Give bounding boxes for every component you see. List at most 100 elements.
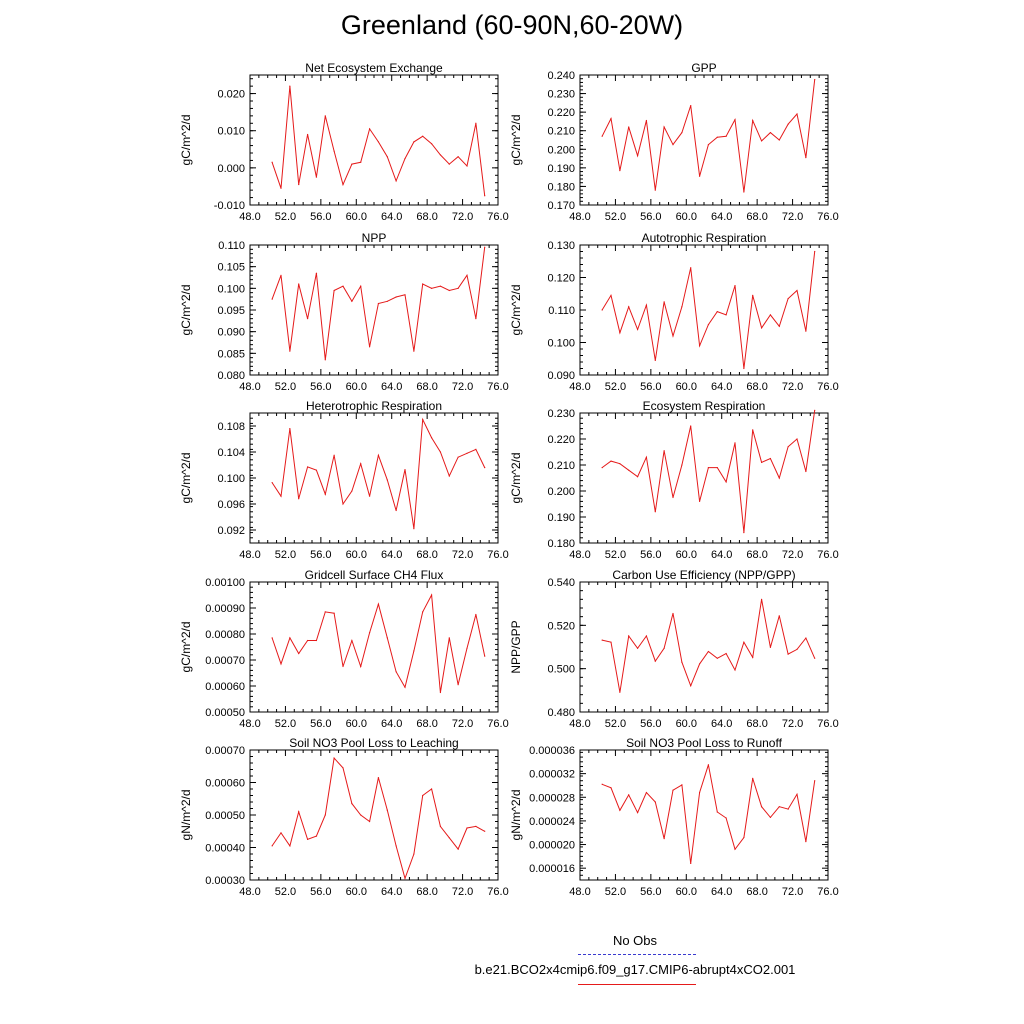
y-tick-label: 0.105 (217, 262, 245, 274)
x-tick-label: 72.0 (782, 211, 803, 223)
x-tick-label: 56.0 (310, 886, 331, 898)
panel-title: NPP (362, 231, 387, 245)
data-point (342, 503, 344, 505)
data-point (787, 298, 789, 300)
data-point (298, 183, 300, 186)
y-tick-label: 0.095 (217, 305, 245, 317)
x-tick-label: 52.0 (605, 211, 626, 223)
data-point (787, 123, 789, 125)
x-tick-label: 60.0 (676, 549, 697, 561)
x-tick-label: 64.0 (381, 886, 402, 898)
y-tick-label: 0.00060 (205, 681, 245, 693)
data-point (698, 500, 701, 502)
x-tick-label: 60.0 (346, 886, 367, 898)
data-point (698, 345, 701, 347)
data-point (601, 783, 603, 785)
data-point (690, 105, 692, 107)
y-tick-label: 0.108 (217, 421, 245, 433)
data-point (769, 816, 772, 818)
x-tick-label: 64.0 (711, 381, 732, 393)
data-point (628, 126, 630, 128)
data-point (466, 165, 468, 167)
data-point (787, 653, 789, 655)
data-point (628, 306, 630, 308)
y-tick-label: 0.110 (218, 240, 245, 252)
data-point (628, 794, 630, 796)
data-point (769, 314, 772, 316)
y-tick-label: 0.540 (547, 577, 575, 589)
data-point (484, 830, 486, 832)
data-point (280, 187, 282, 189)
data-point (368, 495, 371, 497)
data-point (716, 657, 718, 659)
data-point (342, 183, 344, 186)
data-point (716, 136, 718, 138)
data-point (681, 306, 683, 308)
data-point (422, 418, 424, 421)
data-point (271, 637, 273, 639)
x-tick-label: 60.0 (676, 718, 697, 730)
chart-panel: Carbon Use Efficiency (NPP/GPP) NPP/GPP 48… (509, 568, 839, 730)
data-point (404, 468, 406, 471)
x-tick-label: 72.0 (782, 549, 803, 561)
y-axis-label: gC/m^2/d (179, 622, 193, 673)
data-point (681, 464, 683, 466)
y-tick-label: 0.000020 (529, 840, 575, 852)
data-point (377, 603, 380, 605)
data-point (315, 639, 318, 642)
data-point (404, 877, 406, 879)
x-tick-label: 64.0 (711, 211, 732, 223)
data-point (475, 613, 477, 616)
data-point (439, 285, 442, 287)
legend-case-line (578, 984, 696, 985)
y-tick-label: 0.220 (547, 434, 575, 446)
data-point (743, 367, 745, 370)
x-tick-label: 56.0 (640, 211, 661, 223)
data-point (333, 612, 335, 614)
data-point (315, 835, 318, 837)
data-point (672, 789, 674, 791)
data-point (796, 438, 798, 440)
data-point (457, 456, 459, 458)
data-point (619, 691, 621, 693)
x-tick-label: 52.0 (605, 549, 626, 561)
data-point (298, 811, 300, 813)
data-point (395, 180, 397, 182)
x-tick-label: 60.0 (346, 211, 367, 223)
y-axis-label: gC/m^2/d (179, 285, 193, 336)
data-point (601, 309, 603, 311)
data-point (734, 118, 736, 121)
data-point (663, 838, 665, 840)
y-tick-label: 0.000016 (529, 863, 575, 875)
y-tick-label: 0.00070 (205, 745, 245, 757)
x-tick-label: 76.0 (817, 886, 838, 898)
data-point (707, 650, 710, 653)
data-point (601, 467, 603, 469)
data-point (430, 143, 433, 145)
data-point (707, 764, 710, 766)
x-tick-label: 52.0 (605, 886, 626, 898)
panel-title: Ecosystem Respiration (643, 399, 766, 413)
x-tick-label: 68.0 (416, 381, 437, 393)
data-point (796, 113, 798, 115)
data-point (324, 493, 326, 495)
data-point (814, 657, 816, 659)
data-point (743, 836, 745, 839)
y-axis-label: gC/m^2/d (509, 453, 523, 504)
data-point (484, 467, 486, 469)
series-line (601, 79, 816, 193)
panel-title: Gridcell Surface CH4 Flux (305, 568, 444, 582)
x-tick-label: 52.0 (275, 886, 296, 898)
x-tick-label: 68.0 (746, 549, 767, 561)
data-point (324, 611, 326, 613)
y-axis-label: gC/m^2/d (509, 285, 523, 336)
series-line (271, 756, 485, 881)
data-point (645, 119, 648, 122)
x-tick-label: 48.0 (239, 886, 260, 898)
chart-panel: NPP gC/m^2/d 48.0 52.0 56.0 60.0 64.0 68.0 72.0 7… (179, 231, 509, 393)
data-point (716, 311, 718, 313)
data-point (734, 285, 736, 287)
data-point (681, 131, 683, 134)
data-point (778, 477, 780, 479)
y-tick-label: 0.00030 (205, 875, 245, 887)
